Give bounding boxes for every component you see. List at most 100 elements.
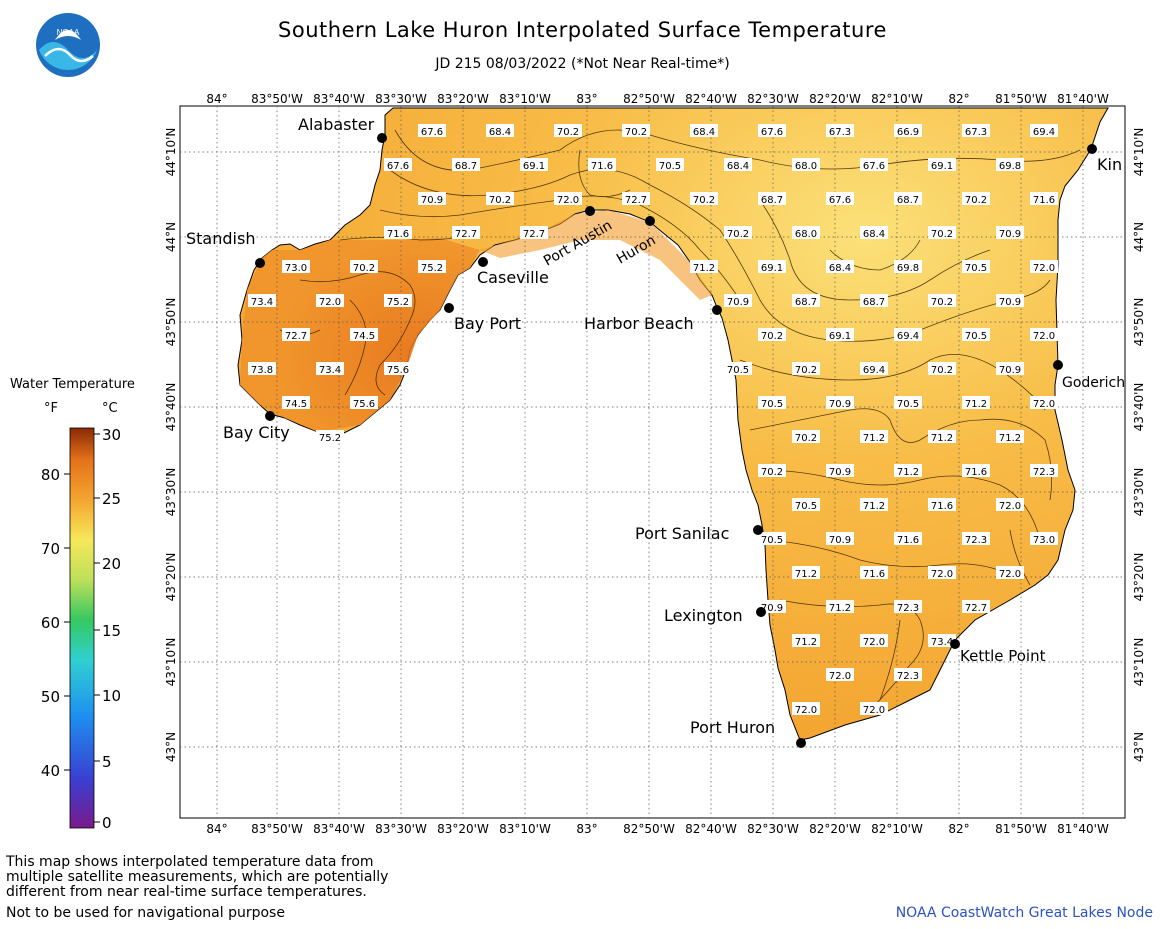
- lat-label-right: 44°10'N: [1132, 128, 1146, 177]
- scale-label-f: 40: [41, 762, 60, 780]
- footnote-line: This map shows interpolated temperature …: [6, 854, 374, 870]
- temperature-value-text: 71.2: [897, 467, 919, 478]
- temperature-value-text: 68.4: [727, 161, 749, 172]
- temperature-value: 69.8: [996, 158, 1024, 172]
- page-title: Southern Lake Huron Interpolated Surface…: [278, 18, 887, 42]
- marker-port-sanilac: [753, 525, 763, 535]
- temperature-value: 70.2: [928, 362, 956, 376]
- temperature-value: 68.4: [690, 124, 718, 138]
- temperature-value: 66.9: [894, 124, 922, 138]
- temperature-value-text: 70.2: [727, 229, 749, 240]
- lon-label-bottom: 82°30'W: [747, 822, 799, 836]
- temperature-value-text: 71.2: [795, 637, 817, 648]
- temperature-value: 71.6: [588, 158, 616, 172]
- temperature-value: 72.0: [860, 634, 888, 648]
- temperature-value-text: 70.9: [829, 535, 851, 546]
- temperature-value: 68.7: [860, 294, 888, 308]
- temperature-value: 68.4: [826, 260, 854, 274]
- temperature-value: 67.6: [860, 158, 888, 172]
- temperature-value-text: 69.8: [897, 263, 919, 274]
- temperature-value-text: 71.6: [863, 569, 885, 580]
- marker-standish: [255, 258, 265, 268]
- temperature-value: 72.3: [962, 532, 990, 546]
- temperature-value: 70.2: [486, 192, 514, 206]
- temperature-value-text: 71.6: [965, 467, 987, 478]
- temperature-value-text: 70.2: [625, 127, 647, 138]
- scale-label-c: 30: [102, 426, 121, 444]
- temperature-value: 71.2: [826, 600, 854, 614]
- temperature-value-text: 70.2: [795, 365, 817, 376]
- temperature-value: 67.6: [418, 124, 446, 138]
- temperature-value-text: 68.7: [761, 195, 783, 206]
- temperature-value-text: 72.7: [965, 603, 987, 614]
- lon-label-top: 83°10'W: [499, 92, 551, 106]
- temperature-value: 72.3: [894, 600, 922, 614]
- temperature-value: 69.8: [894, 260, 922, 274]
- temperature-value-text: 73.4: [251, 297, 273, 308]
- temperature-value-text: 71.2: [863, 433, 885, 444]
- lat-label-left: 43°40'N: [164, 383, 178, 432]
- temperature-value: 73.8: [248, 362, 276, 376]
- temperature-value-text: 72.3: [1033, 467, 1055, 478]
- lon-label-top: 83°20'W: [437, 92, 489, 106]
- temperature-value: 71.6: [860, 566, 888, 580]
- temperature-value: 75.6: [384, 362, 412, 376]
- temperature-value-text: 72.0: [863, 705, 885, 716]
- temperature-value: 70.9: [826, 464, 854, 478]
- marker-kettle-point: [950, 639, 960, 649]
- temperature-value: 67.6: [384, 158, 412, 172]
- temperature-value-text: 71.2: [863, 501, 885, 512]
- scale-label-f: 70: [41, 540, 60, 558]
- lat-label-right: 43°30'N: [1132, 468, 1146, 517]
- temperature-value: 72.0: [860, 702, 888, 716]
- temperature-value: 72.7: [452, 226, 480, 240]
- credit-link[interactable]: NOAA CoastWatch Great Lakes Node: [895, 905, 1153, 921]
- marker-port-austin: [585, 206, 595, 216]
- temperature-value-text: 72.0: [829, 671, 851, 682]
- place-label-port-huron: Port Huron: [690, 718, 775, 737]
- lon-label-bottom: 84°: [206, 822, 227, 836]
- temperature-value-text: 70.2: [557, 127, 579, 138]
- temperature-value: 70.9: [418, 192, 446, 206]
- marker-bay-city: [265, 411, 275, 421]
- lon-label-bottom: 81°50'W: [995, 822, 1047, 836]
- temperature-value: 71.6: [894, 532, 922, 546]
- footnote-line: different from near real-time surface te…: [6, 884, 367, 900]
- temperature-value-text: 72.3: [897, 603, 919, 614]
- lat-label-right: 43°10'N: [1132, 638, 1146, 687]
- temperature-value-text: 72.0: [1033, 399, 1055, 410]
- scale-label-c: 25: [102, 490, 121, 508]
- temperature-value: 72.0: [1030, 260, 1058, 274]
- temperature-value-text: 70.9: [829, 399, 851, 410]
- lon-label-top: 82°20'W: [809, 92, 861, 106]
- temperature-value: 71.2: [690, 260, 718, 274]
- temperature-value-text: 70.9: [761, 603, 783, 614]
- place-label-port-sanilac: Port Sanilac: [635, 524, 729, 543]
- temperature-value: 70.9: [826, 396, 854, 410]
- lat-label-left: 44°N: [164, 222, 178, 252]
- temperature-value: 69.1: [826, 328, 854, 342]
- temperature-value-text: 70.2: [931, 229, 953, 240]
- temperature-value-text: 68.4: [693, 127, 715, 138]
- temperature-value: 69.4: [860, 362, 888, 376]
- temperature-value: 70.2: [792, 430, 820, 444]
- temperature-value: 74.5: [350, 328, 378, 342]
- temperature-value: 70.2: [554, 124, 582, 138]
- temperature-value: 72.3: [894, 668, 922, 682]
- temperature-value-text: 71.6: [591, 161, 613, 172]
- lon-label-top: 83°: [576, 92, 597, 106]
- lon-label-bottom: 83°20'W: [437, 822, 489, 836]
- scale-label-f: 50: [41, 688, 60, 706]
- temperature-value: 70.2: [724, 226, 752, 240]
- page-subtitle: JD 215 08/03/2022 (*Not Near Real-time*): [435, 56, 730, 72]
- temperature-value-text: 70.5: [727, 365, 749, 376]
- temperature-value-text: 68.0: [795, 229, 817, 240]
- marker-harbor-beach: [712, 305, 722, 315]
- lat-label-left: 43°20'N: [164, 553, 178, 602]
- marker-lexington: [756, 607, 766, 617]
- temperature-value: 70.2: [928, 226, 956, 240]
- temperature-value-text: 71.6: [1033, 195, 1055, 206]
- place-label-kettle-point: Kettle Point: [960, 647, 1046, 665]
- temperature-value: 71.6: [928, 498, 956, 512]
- lon-label-top: 83°40'W: [313, 92, 365, 106]
